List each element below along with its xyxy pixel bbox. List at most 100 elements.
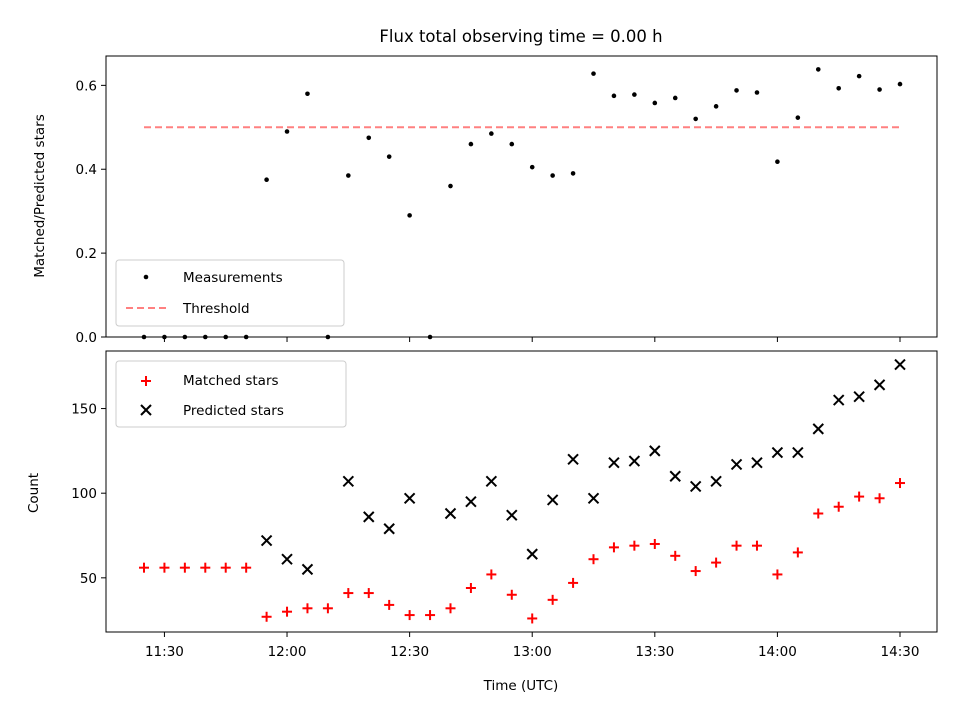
measurement-point <box>672 95 678 101</box>
matched-star-point <box>670 550 681 561</box>
x-tick-label: 12:30 <box>390 644 429 660</box>
measurement-point <box>529 164 535 170</box>
measurement-point <box>305 91 310 97</box>
predicted-star-point <box>485 475 498 488</box>
top-plot-area: 0.0 0.2 0.4 0.6 <box>76 55 938 346</box>
legend-measurements-label: Measurements <box>183 270 283 286</box>
top-legend: Measurements Threshold <box>115 259 345 327</box>
x-tick-label: 11:30 <box>145 644 184 660</box>
matched-star-point <box>465 582 476 593</box>
bottom-y-tick-label: 50 <box>80 571 97 587</box>
legend-matched-marker <box>141 376 151 386</box>
predicted-star-point <box>260 534 273 547</box>
predicted-star-point <box>649 445 661 457</box>
matched-star-point <box>629 540 640 551</box>
matched-star-point <box>588 554 599 565</box>
measurement-point <box>611 93 617 99</box>
x-tick-label: 13:30 <box>635 644 674 660</box>
measurement-point <box>407 213 412 218</box>
measurement-point <box>693 116 698 122</box>
measurement-point <box>775 159 780 164</box>
predicted-star-point <box>281 553 293 565</box>
predicted-star-point <box>363 511 375 523</box>
x-tick-label: 12:00 <box>268 644 307 660</box>
x-axis-label: Time (UTC) <box>483 678 559 694</box>
measurement-point <box>734 88 739 93</box>
matched-star-point <box>384 599 395 610</box>
predicted-star-point <box>301 563 314 576</box>
matched-star-point <box>363 588 374 599</box>
measurement-point <box>550 173 555 178</box>
matched-star-point <box>302 603 313 614</box>
predicted-star-point <box>567 453 579 466</box>
matched-star-point <box>322 603 333 614</box>
matched-star-point <box>608 542 619 553</box>
measurement-point <box>856 73 862 79</box>
measurement-point <box>264 177 269 183</box>
predicted-star-point <box>730 458 743 471</box>
predicted-star-point <box>465 495 477 508</box>
predicted-star-point <box>853 390 865 403</box>
bottom-plot-area: 50 100 150 11:30 12:00 12:30 13:00 13:30 14:00 14… <box>71 350 938 660</box>
predicted-star-point <box>669 470 681 482</box>
bottom-axes-frame <box>105 350 938 633</box>
top-axes-frame <box>105 55 938 338</box>
predicted-star-point <box>710 475 722 488</box>
chart-title: Flux total observing time = 0.00 h <box>379 27 662 46</box>
bottom-y-tick-label: 100 <box>71 486 97 502</box>
predicted-star-point <box>546 494 559 506</box>
measurement-point <box>448 183 453 189</box>
predicted-star-point <box>403 492 416 504</box>
top-legend-frame <box>115 259 345 327</box>
predicted-star-point <box>812 423 824 435</box>
matched-star-point <box>139 562 149 573</box>
measurement-point <box>346 173 351 178</box>
top-y-tick-label: 0.6 <box>76 78 97 94</box>
measurement-point <box>591 71 596 76</box>
matched-star-point <box>159 562 170 573</box>
measurement-point <box>815 67 821 72</box>
predicted-star-point <box>342 475 355 488</box>
measurement-point <box>897 81 903 87</box>
measurement-point <box>284 129 290 134</box>
predicted-star-point <box>506 509 518 521</box>
matched-star-point <box>690 566 701 577</box>
predicted-star-point <box>792 446 804 459</box>
matched-star-point <box>895 478 905 489</box>
predicted-star-point <box>608 457 620 469</box>
measurement-point <box>754 90 760 95</box>
matched-star-point <box>445 603 456 614</box>
matched-star-point <box>343 588 354 599</box>
predicted-star-point <box>771 446 784 459</box>
bottom-y-tick-label: 150 <box>71 402 97 418</box>
top-y-tick-label: 0.2 <box>76 246 97 262</box>
matched-star-point <box>220 562 231 573</box>
x-tick-label: 13:00 <box>513 644 552 660</box>
predicted-star-point <box>873 379 886 391</box>
matched-star-point <box>200 562 211 573</box>
measurement-point <box>877 87 882 92</box>
measurement-point <box>570 171 576 176</box>
matched-star-point <box>711 557 722 568</box>
matched-star-point <box>731 540 742 551</box>
legend-matched-label: Matched stars <box>183 373 279 389</box>
x-tick-label: 14:00 <box>758 644 797 660</box>
top-y-tick-label: 0.4 <box>76 162 97 178</box>
matched-star-point <box>506 589 517 600</box>
bottom-legend-frame <box>115 360 347 428</box>
x-tick-label: 14:30 <box>881 644 920 660</box>
predicted-star-point <box>894 358 906 371</box>
matched-star-point <box>486 569 497 580</box>
bottom-legend: Matched stars Predicted stars <box>115 360 347 428</box>
measurement-point <box>836 85 842 91</box>
predicted-star-point <box>751 457 763 469</box>
measurement-point <box>713 104 719 109</box>
matched-star-point <box>404 610 415 621</box>
matched-star-point <box>425 610 436 621</box>
measurement-point <box>509 141 515 147</box>
matched-star-point <box>547 594 558 605</box>
legend-measurements-marker <box>143 274 149 280</box>
legend-predicted-marker <box>140 404 152 416</box>
top-y-axis-label: Matched/Predicted stars <box>32 114 48 277</box>
predicted-star-point <box>628 455 641 467</box>
